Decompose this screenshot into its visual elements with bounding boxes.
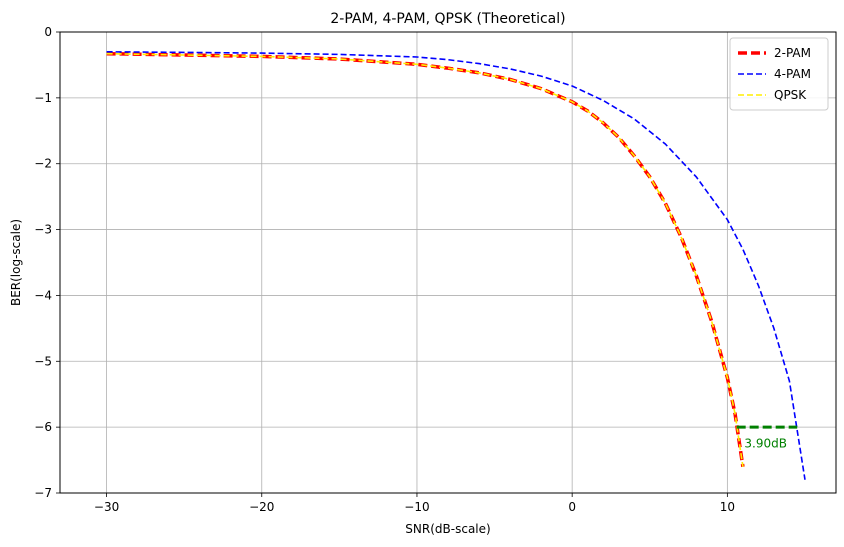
x-tick-label: −20 — [249, 500, 274, 514]
legend-box — [729, 37, 829, 111]
snr-gap-label: 3.90dB — [744, 437, 787, 451]
annotation-layer: 3.90dB — [736, 425, 798, 451]
legend: 2-PAM 4-PAM QPSK — [729, 37, 829, 111]
legend-label: 4-PAM — [774, 67, 811, 81]
y-tick-label: −5 — [34, 354, 52, 368]
y-tick-label: −6 — [34, 420, 52, 434]
legend-label: QPSK — [774, 88, 807, 102]
x-tick-label: −30 — [94, 500, 119, 514]
y-tick-label: 0 — [44, 25, 52, 39]
series-line-qpsk — [106, 52, 744, 467]
plot-frame — [59, 31, 837, 494]
y-tick-label: −2 — [34, 157, 52, 171]
y-tick-label: −1 — [34, 91, 52, 105]
x-tick-label: 10 — [720, 500, 735, 514]
y-axis-label: BER(log-scale) — [9, 219, 23, 306]
y-tick-label: −4 — [34, 288, 52, 302]
y-tick-label: −7 — [34, 486, 52, 500]
x-tick-label: −10 — [404, 500, 429, 514]
series-line-4-pam — [106, 51, 806, 480]
ticks: −30 −20 −10 0 10 0 −1 −2 −3 −4 −5 −6 −7 — [34, 25, 735, 514]
x-axis-label: SNR(dB-scale) — [405, 522, 490, 536]
x-tick-label: 0 — [568, 500, 576, 514]
y-tick-label: −3 — [34, 223, 52, 237]
series-layer — [106, 51, 806, 480]
legend-label: 2-PAM — [774, 46, 811, 60]
chart-title: 2-PAM, 4-PAM, QPSK (Theoretical) — [330, 11, 565, 27]
